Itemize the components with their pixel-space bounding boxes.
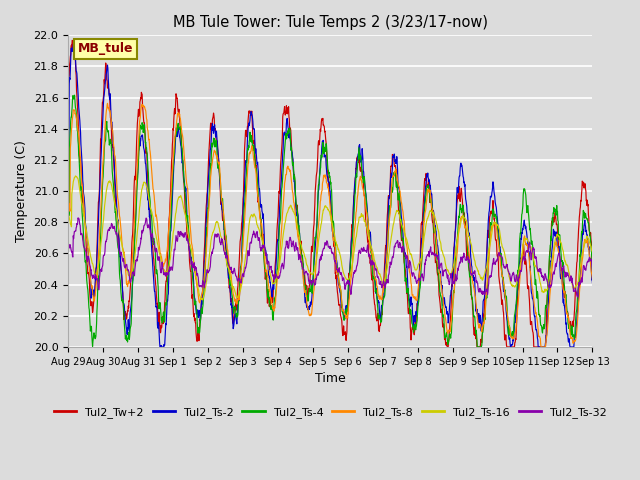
Legend: Tul2_Tw+2, Tul2_Ts-2, Tul2_Ts-4, Tul2_Ts-8, Tul2_Ts-16, Tul2_Ts-32: Tul2_Tw+2, Tul2_Ts-2, Tul2_Ts-4, Tul2_Ts… xyxy=(50,402,611,422)
Tul2_Tw+2 xyxy=(527,321,534,326)
Title: MB Tule Tower: Tule Temps 2 (3/23/17-now): MB Tule Tower: Tule Temps 2 (3/23/17-now… xyxy=(173,15,488,30)
Tul2_Ts-2 xyxy=(412,309,420,314)
Line: Tul2_Ts-32: Tul2_Ts-32 xyxy=(68,218,593,297)
Tul2_Ts-8 xyxy=(64,198,72,204)
Tul2_Ts-16 xyxy=(64,210,72,216)
Line: Tul2_Tw+2: Tul2_Tw+2 xyxy=(68,38,593,347)
Tul2_Tw+2 xyxy=(412,320,420,326)
Tul2_Ts-2 xyxy=(169,187,177,192)
Tul2_Ts-32 xyxy=(64,240,72,246)
Line: Tul2_Ts-2: Tul2_Ts-2 xyxy=(68,40,593,347)
Y-axis label: Temperature (C): Temperature (C) xyxy=(15,140,28,242)
Tul2_Ts-16 xyxy=(168,238,176,244)
Tul2_Ts-2 xyxy=(240,190,248,196)
X-axis label: Time: Time xyxy=(315,372,346,385)
Tul2_Ts-16 xyxy=(589,250,596,255)
Tul2_Ts-2 xyxy=(481,293,488,299)
Tul2_Ts-4 xyxy=(240,215,248,221)
Tul2_Ts-8 xyxy=(481,320,488,325)
Tul2_Ts-2 xyxy=(182,188,189,194)
Tul2_Ts-2 xyxy=(589,280,596,286)
Tul2_Ts-32 xyxy=(573,294,581,300)
Tul2_Ts-32 xyxy=(240,274,248,280)
Tul2_Ts-2 xyxy=(156,344,164,350)
Tul2_Ts-32 xyxy=(589,264,596,269)
Tul2_Ts-2 xyxy=(527,277,534,283)
Tul2_Ts-4 xyxy=(168,184,176,190)
Tul2_Tw+2 xyxy=(481,302,488,308)
Tul2_Ts-4 xyxy=(474,344,481,350)
Tul2_Ts-8 xyxy=(181,162,189,168)
Line: Tul2_Ts-16: Tul2_Ts-16 xyxy=(68,176,593,300)
Tul2_Ts-32 xyxy=(481,289,488,295)
Tul2_Ts-8 xyxy=(240,230,248,236)
Tul2_Tw+2 xyxy=(444,344,451,350)
Tul2_Tw+2 xyxy=(181,204,189,210)
Tul2_Ts-2 xyxy=(70,37,78,43)
Tul2_Ts-32 xyxy=(74,215,82,221)
Tul2_Tw+2 xyxy=(240,179,248,184)
Tul2_Ts-2 xyxy=(64,156,72,162)
Tul2_Ts-16 xyxy=(199,297,207,303)
Tul2_Ts-8 xyxy=(537,344,545,350)
Tul2_Ts-16 xyxy=(412,267,420,273)
Tul2_Tw+2 xyxy=(168,142,176,148)
Line: Tul2_Ts-8: Tul2_Ts-8 xyxy=(68,103,593,347)
Tul2_Ts-32 xyxy=(181,230,189,236)
Tul2_Tw+2 xyxy=(64,90,72,96)
Tul2_Ts-8 xyxy=(104,100,111,106)
Tul2_Ts-8 xyxy=(168,168,176,174)
Tul2_Ts-4 xyxy=(412,327,420,333)
Tul2_Ts-4 xyxy=(64,200,72,206)
Tul2_Ts-4 xyxy=(481,314,488,320)
Tul2_Ts-4 xyxy=(181,191,189,196)
Tul2_Ts-4 xyxy=(70,92,78,98)
Tul2_Ts-16 xyxy=(240,264,248,270)
Tul2_Ts-8 xyxy=(412,296,420,302)
Tul2_Ts-16 xyxy=(481,271,488,277)
Tul2_Ts-32 xyxy=(527,248,534,254)
Line: Tul2_Ts-4: Tul2_Ts-4 xyxy=(68,95,593,347)
Tul2_Ts-32 xyxy=(168,267,176,273)
Tul2_Ts-8 xyxy=(527,269,534,275)
Tul2_Ts-4 xyxy=(589,259,596,265)
Tul2_Ts-16 xyxy=(527,244,534,250)
Tul2_Ts-16 xyxy=(181,211,189,217)
Tul2_Tw+2 xyxy=(70,36,78,41)
Text: MB_tule: MB_tule xyxy=(77,42,133,56)
Tul2_Tw+2 xyxy=(589,264,596,269)
Tul2_Ts-4 xyxy=(527,234,534,240)
Tul2_Ts-8 xyxy=(589,277,596,283)
Tul2_Ts-32 xyxy=(412,276,420,281)
Tul2_Ts-16 xyxy=(72,173,79,179)
